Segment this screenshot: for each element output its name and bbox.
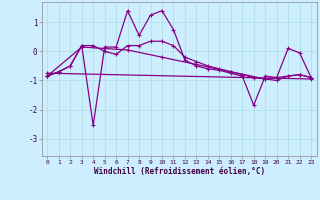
X-axis label: Windchill (Refroidissement éolien,°C): Windchill (Refroidissement éolien,°C) <box>94 167 265 176</box>
